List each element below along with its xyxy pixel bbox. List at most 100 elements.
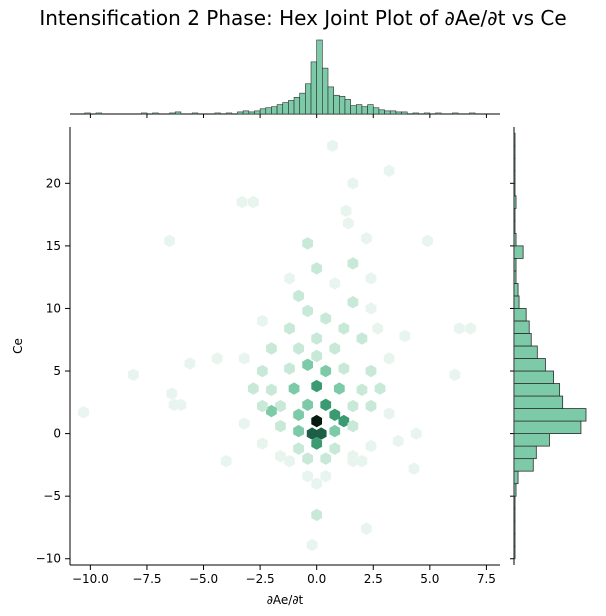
hexbin-cell-13 [333,382,345,395]
right-hist-bar-30 [513,170,516,184]
hexbin-cell-19 [266,404,277,418]
right-hist-bar-13 [513,383,561,397]
top-hist-bar-38 [401,111,408,115]
right-hist-bar-21 [513,283,519,297]
top-hist-bar-30 [355,104,363,115]
right-hist-bar-0 [513,545,516,560]
top-hist-bar-1 [95,112,102,115]
right-hist-bar-5 [513,483,517,497]
x-tick-label-2: −5.0 [189,572,218,586]
hexbin-cell-53 [329,277,341,290]
top-hist-bar-5 [174,111,182,115]
top-hist-bar-16 [276,104,284,115]
top-hist-bar-36 [389,110,397,115]
right-hist-bar-33 [513,132,516,147]
hexbin-cell-36 [329,442,341,455]
hexbin-cell-77 [164,234,175,248]
hexbin-cell-90 [465,322,476,335]
hexbin-cell-27 [302,452,313,465]
hexbin-cell-86 [372,322,384,335]
hexbin-cell-44 [365,399,377,413]
hexbin-cell-88 [422,234,433,248]
hexbin-cell-9 [338,414,350,428]
hexbin-cell-25 [311,508,323,522]
hexbin-cell-1 [315,427,327,440]
top-hist-bar-19 [293,97,301,115]
top-hist-bar-24 [322,67,329,115]
hexbin-cell-55 [365,272,377,285]
hexbin-cell-63 [275,449,286,463]
right-hist-bar-10 [513,420,582,435]
hexbin-cell-89 [453,322,465,335]
right-hist-bar-15 [513,358,546,372]
hexbin-cell-52 [361,232,372,245]
hexbin-cell-78 [211,352,223,365]
marginal-x-histogram [70,39,500,118]
joint-axes [69,127,500,566]
right-hist-bar-27 [513,207,516,222]
hexbin-cell-21 [320,312,332,325]
hexbin-cell-40 [347,296,359,309]
top-hist-bar-17 [282,102,289,115]
hexbin-cell-24 [284,362,295,375]
x-axis-label: ∂Ae/∂t [267,593,304,607]
top-hist-bar-3 [152,112,159,115]
right-hist-bar-23 [513,257,517,272]
right-hist-bar-18 [513,320,530,334]
hexbin-cell-15 [329,424,341,438]
hexbin-cell-65 [257,437,268,450]
hexbin-cell-72 [347,177,359,190]
top-hist-bar-26 [333,94,340,115]
hexbin-cell-67 [284,454,295,468]
hexbin-cell-4 [311,437,323,450]
hexbin-cell-61 [238,417,250,430]
chart-title: Intensification 2 Phase: Hex Joint Plot … [39,6,567,30]
hexbin-cell-80 [128,368,139,381]
right-hist-bar-12 [513,395,564,409]
hexbin-cell-50 [302,237,313,250]
hexbin-cell-92 [410,427,422,440]
top-hist-bar-37 [395,111,402,115]
hexbin-cell-35 [293,342,304,355]
right-hist-bar-32 [513,145,516,159]
right-hist-bar-22 [513,270,517,284]
right-hist-bar-3 [513,508,516,522]
top-hist-bar-31 [361,106,368,115]
top-hist-bar-29 [350,105,357,115]
hexbin-cell-51 [343,217,354,230]
y-tick-label-1: −5 [43,489,61,503]
hexbin-cell-70 [311,477,323,490]
hexbin-cell-30 [356,383,368,396]
top-hist-bar-10 [242,110,250,115]
right-hist-bar-6 [513,470,519,485]
y-tick-label-6: 20 [46,176,61,190]
right-hist-bar-16 [513,345,538,359]
hexbin-cell-39 [284,322,295,335]
right-hist-bar-1 [513,533,516,547]
hexbin-cell-45 [257,399,268,413]
right-hist-bar-20 [513,295,520,309]
y-ticks: −10 −5 0 5 10 15 20 [36,176,70,566]
hexbin-cell-68 [320,469,332,483]
top-hist-bar-13 [259,108,267,115]
y-tick-label-3: 5 [53,364,61,378]
hexbin-cell-10 [320,364,332,378]
right-hist-bar-4 [513,495,516,510]
hexbin-cell-14 [288,382,300,395]
y-tick-label-2: 0 [53,427,61,441]
hexbin-cell-75 [236,195,248,209]
top-hist-bar-35 [384,110,391,115]
right-hist-bar-31 [513,157,516,172]
hexbin-cell-12 [311,349,323,363]
top-hist-bar-12 [254,110,261,115]
x-tick-label-3: −2.5 [246,572,275,586]
hexbin-cell-26 [320,452,332,465]
x-tick-label-4: 0.0 [307,572,326,586]
hexbin-cell-60 [383,407,395,420]
hexbin-cell-28 [347,419,359,433]
hexbin-cell-76 [247,195,259,209]
hexbin-cell-11 [302,358,313,371]
hexbin-cell-69 [302,469,313,483]
top-hist-bar-0 [84,112,91,115]
top-hist-bar-40 [423,112,431,115]
